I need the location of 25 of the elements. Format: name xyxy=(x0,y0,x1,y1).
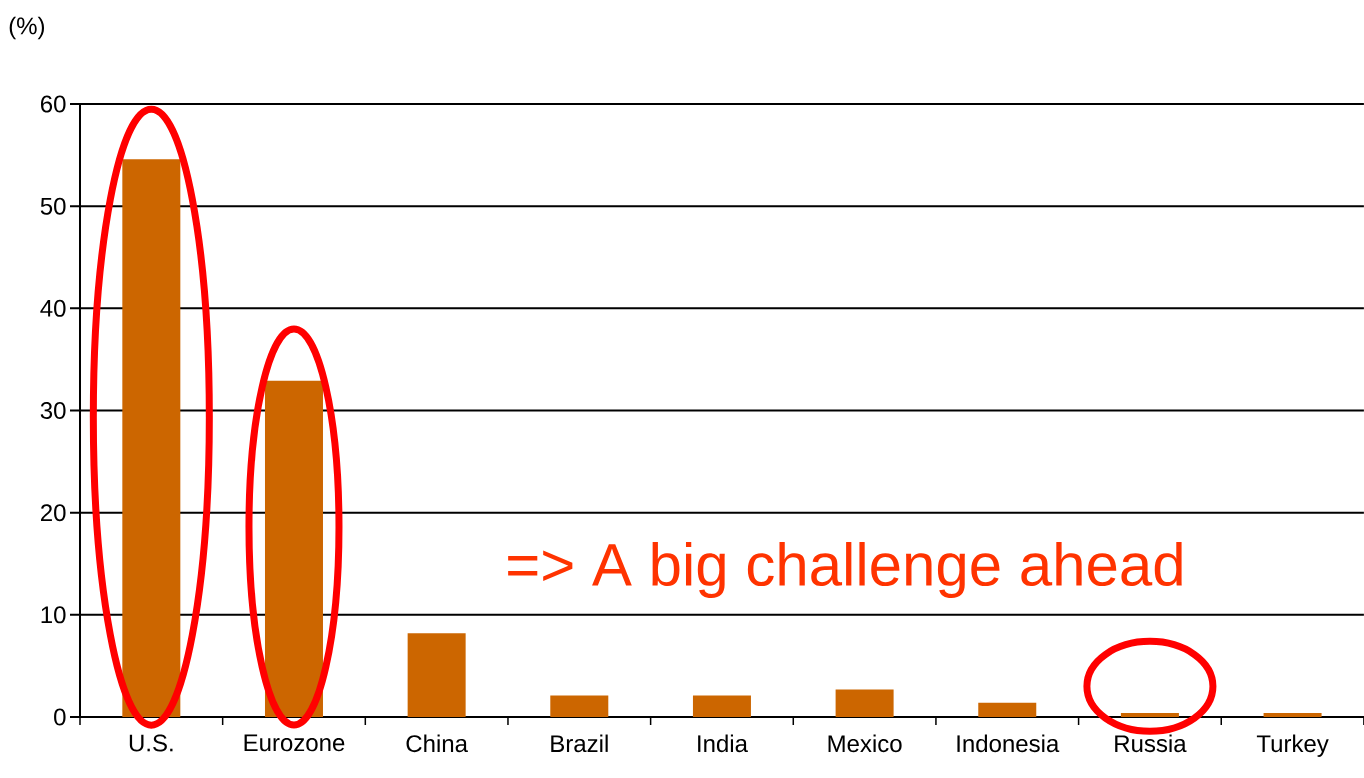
bar xyxy=(978,702,1037,717)
bar xyxy=(550,695,609,717)
y-tick-label: 0 xyxy=(54,708,66,726)
x-tick-label: U.S. xyxy=(129,734,173,752)
x-tick-label: Mexico xyxy=(828,734,902,753)
bar xyxy=(692,695,751,717)
x-tick-label: Eurozone xyxy=(244,734,345,752)
x-tick-label: China xyxy=(406,734,468,753)
bar xyxy=(835,689,894,717)
x-tick-label: Russia xyxy=(1115,734,1187,753)
bar xyxy=(1263,712,1322,717)
annotation: => A big challenge ahead xyxy=(508,542,1182,598)
x-tick-label: Indonesia xyxy=(957,734,1060,753)
y-tick-label: 30 xyxy=(40,401,66,419)
bar xyxy=(1120,712,1179,717)
x-tick-label: India xyxy=(698,734,748,753)
y-tick-label: 10 xyxy=(41,606,66,624)
y-tick-label: 20 xyxy=(40,504,66,522)
y-tick-label: 40 xyxy=(40,299,66,317)
y-axis-title: (%) xyxy=(9,16,45,40)
x-tick-label: Turkey xyxy=(1256,734,1329,757)
y-tick-label: 60 xyxy=(41,95,66,113)
y-tick-label: 50 xyxy=(40,197,66,215)
x-tick-label: Brazil xyxy=(551,734,608,753)
bar xyxy=(407,633,466,717)
